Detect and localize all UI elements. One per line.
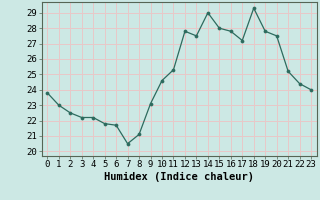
X-axis label: Humidex (Indice chaleur): Humidex (Indice chaleur) xyxy=(104,172,254,182)
